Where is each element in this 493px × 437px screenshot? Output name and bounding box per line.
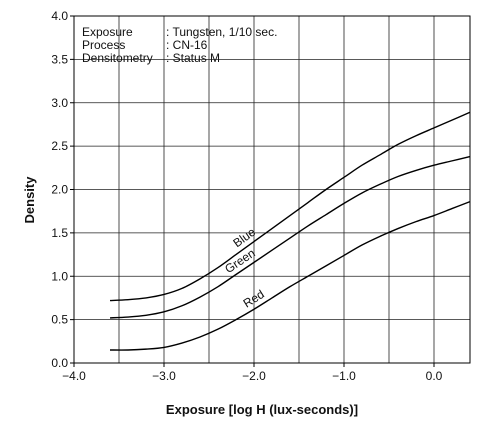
x-tick-label: −2.0: [242, 369, 266, 383]
y-axis-title: Density: [22, 176, 37, 224]
annotation-key: Densitometry: [82, 51, 153, 65]
x-tick-label: −4.0: [62, 369, 86, 383]
x-tick-label: −3.0: [152, 369, 176, 383]
y-tick-label: 4.0: [51, 9, 68, 23]
annotation-value: : Tungsten, 1/10 sec.: [166, 25, 277, 39]
annotation-key: Exposure: [82, 25, 133, 39]
series-line-blue: [109, 111, 471, 302]
series-line-red: [109, 200, 471, 351]
y-tick-label: 1.0: [51, 269, 68, 283]
x-tick-label: 0.0: [426, 369, 443, 383]
y-tick-label: 0.5: [51, 313, 68, 327]
annotation-key: Process: [82, 38, 125, 52]
annotation-value: : Status M: [166, 51, 220, 65]
y-tick-label: 0.0: [51, 356, 68, 370]
y-tick-label: 3.5: [51, 52, 68, 66]
annotation-value: : CN-16: [166, 38, 208, 52]
x-tick-label: −1.0: [332, 369, 356, 383]
x-axis-title: Exposure [log H (lux-seconds)]: [166, 402, 358, 417]
y-tick-label: 1.5: [51, 226, 68, 240]
y-tick-label: 3.0: [51, 96, 68, 110]
series-label-red: Red: [241, 287, 267, 311]
y-tick-label: 2.0: [51, 183, 68, 197]
y-tick-label: 2.5: [51, 139, 68, 153]
series-line-green: [109, 155, 471, 319]
